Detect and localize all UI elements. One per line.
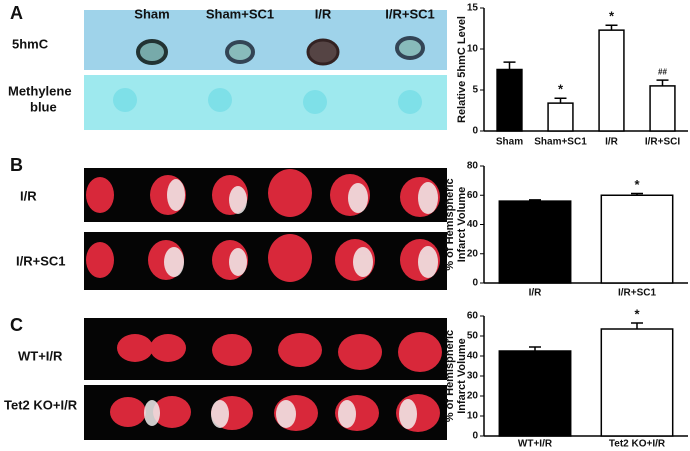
x-tick-label: I/R+SC1 [618,288,657,299]
y-tick-label: 40 [467,219,479,230]
x-tick-label: Tet2 KO+I/R [609,439,666,450]
row-label: WT+I/R [18,348,63,363]
column-label: I/R [315,6,332,21]
y-tick-label: 0 [472,126,478,137]
y-tick-label: 80 [467,161,479,172]
y-tick-label: 40 [467,351,479,362]
x-tick-label: I/R [529,288,543,299]
column-label: I/R+SC1 [385,6,435,21]
error-bar [503,61,516,70]
error-bar [631,322,643,329]
row-label: Tet2 KO+I/R [4,397,78,412]
bar [600,194,674,284]
annotation: * [634,177,640,192]
bar [649,85,676,132]
y-tick-label: 10 [467,44,479,55]
row-label: 5hmC [12,36,49,51]
column-label: Sham [134,6,169,21]
y-axis-label: Infarct Volume [456,338,468,414]
bar [496,68,523,132]
y-tick-label: 0 [472,278,478,289]
x-tick-label: Sham+SC1 [534,137,587,148]
y-tick-label: 30 [467,371,479,382]
x-tick-label: I/R [605,137,619,148]
y-tick-label: 0 [472,431,478,442]
column-label: Sham+SC1 [206,6,274,21]
panel-label: A [10,3,23,23]
y-axis-label: % of Hemispheric [444,330,456,422]
row-label: Methylene [8,83,72,98]
y-axis-label: Infarct Volume [456,187,468,263]
row-label: blue [30,99,57,114]
y-tick-label: 60 [467,190,479,201]
y-tick-label: 20 [467,391,479,402]
bar [547,102,574,132]
error-bar [605,24,618,31]
error-bar [656,79,669,86]
bar [598,29,625,132]
y-tick-label: 60 [467,311,479,322]
error-bar [529,199,541,202]
y-tick-label: 5 [472,85,478,96]
row-label: I/R [20,188,37,203]
y-tick-label: 15 [467,3,479,14]
annotation: ## [658,67,667,76]
bar [600,328,674,437]
bar [498,200,572,284]
photos [84,10,447,440]
error-bar [529,346,541,351]
y-tick-label: 10 [467,411,479,422]
annotation: * [634,306,640,321]
y-axis-label: Relative 5hmC Level [456,16,468,123]
bar [498,350,572,437]
y-tick-label: 20 [467,248,479,259]
row-label: I/R+SC1 [16,253,66,268]
annotation: * [609,9,615,24]
panel-label: C [10,315,23,335]
annotation: * [558,82,564,97]
x-tick-label: WT+I/R [518,439,553,450]
x-tick-label: Sham [496,137,523,148]
error-bar [554,97,567,104]
y-axis-label: % of Hemispheric [444,178,456,270]
error-bar [631,192,643,196]
y-tick-label: 50 [467,331,479,342]
x-tick-label: I/R+SCI [645,137,681,148]
panel-label: B [10,155,23,175]
